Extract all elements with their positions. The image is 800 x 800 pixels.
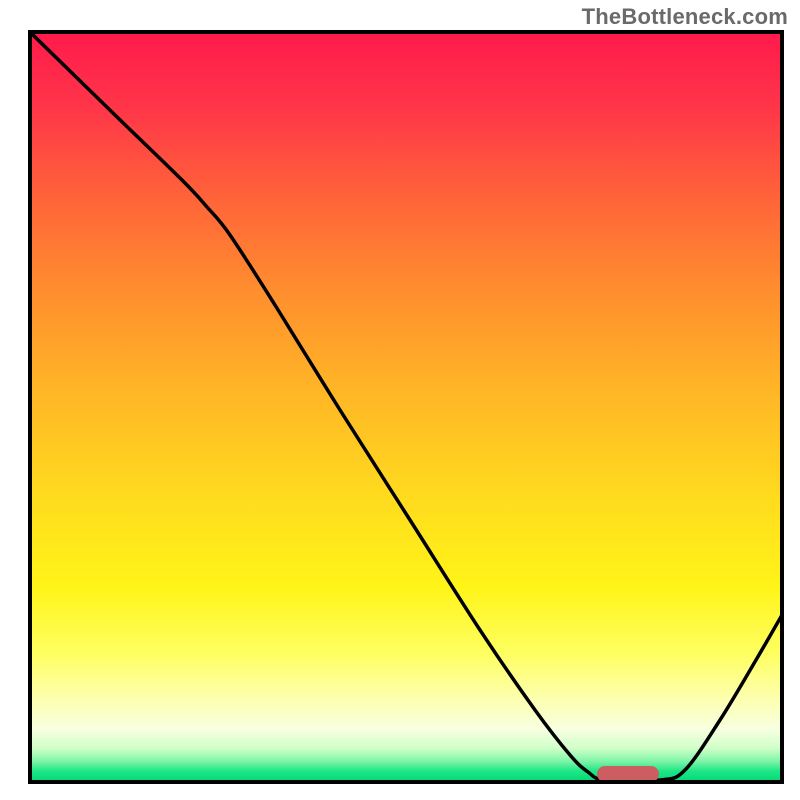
watermark-text: TheBottleneck.com xyxy=(582,4,788,30)
chart-container: TheBottleneck.com xyxy=(0,0,800,800)
optimal-marker xyxy=(597,766,659,782)
chart-svg xyxy=(0,0,800,800)
plot-background xyxy=(30,32,782,782)
